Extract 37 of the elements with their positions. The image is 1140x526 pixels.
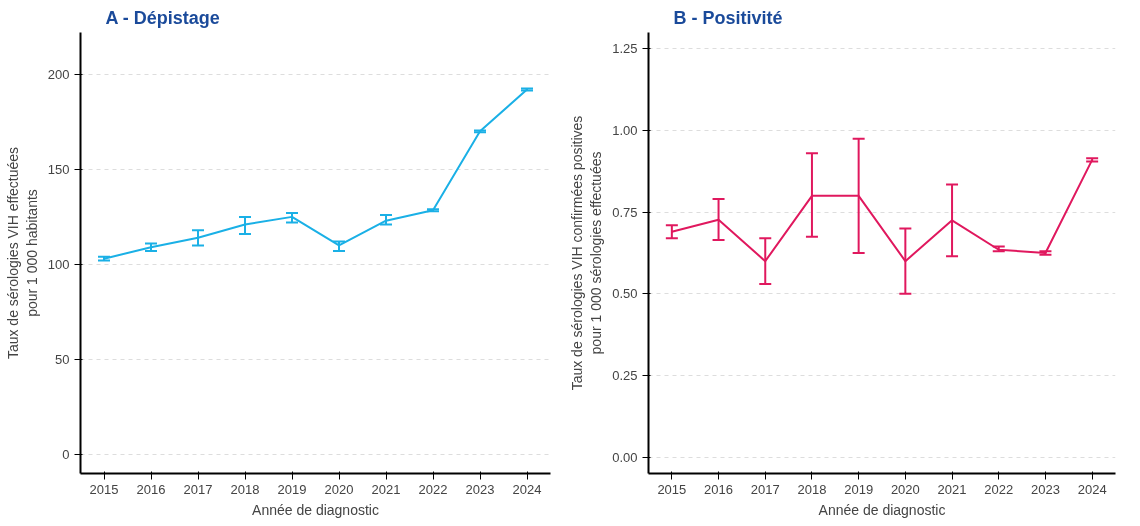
x-tick-label: 2024 [1077, 481, 1107, 497]
x-axis-title: Année de diagnostic [252, 501, 379, 518]
x-tick-label: 2021 [371, 481, 401, 497]
x-tick-label: 2022 [984, 481, 1014, 497]
x-tick-label: 2023 [1030, 481, 1060, 497]
y-tick-label: 0.75 [612, 204, 638, 220]
x-tick-label: 2024 [512, 481, 542, 497]
y-axis-title: Taux de sérologies VIH confirmées positives pour 1 000 sérologies effectuées [569, 115, 605, 391]
x-tick-label: 2016 [704, 481, 734, 497]
y-tick-label: 1.00 [612, 123, 638, 138]
x-tick-label: 2019 [844, 481, 874, 497]
y-axis-title: Taux de sérologies VIH effectuées pour 1 000 habitants [4, 146, 40, 360]
x-tick-label: 2020 [890, 481, 920, 497]
x-tick-label: 2018 [230, 481, 260, 497]
x-tick-label: 2022 [418, 481, 448, 497]
y-tick-label: 100 [47, 256, 70, 272]
y-tick-label: 0.25 [612, 368, 638, 383]
y-tick-label: 200 [47, 66, 70, 82]
y-tick-label: 0.00 [612, 449, 638, 465]
y-tick-label: 1.25 [612, 41, 638, 57]
y-tick-label: 50 [55, 351, 70, 367]
x-axis-title: Année de diagnostic [818, 501, 946, 518]
x-tick-label: 2019 [277, 481, 307, 497]
x-tick-label: 2021 [937, 481, 967, 497]
chart-title: B - Positivité [673, 7, 783, 28]
x-tick-label: 2015 [657, 481, 687, 497]
x-tick-label: 2015 [89, 481, 119, 497]
x-tick-label: 2020 [324, 481, 354, 497]
y-tick-label: 150 [47, 161, 70, 177]
chart-title: A - Dépistage [105, 7, 220, 28]
x-tick-label: 2017 [183, 481, 213, 497]
x-tick-label: 2017 [750, 481, 780, 497]
x-tick-label: 2023 [465, 481, 495, 497]
x-tick-label: 2018 [797, 481, 827, 497]
y-tick-label: 0 [62, 446, 70, 462]
y-tick-label: 0.50 [612, 286, 638, 302]
x-tick-label: 2016 [136, 481, 166, 497]
